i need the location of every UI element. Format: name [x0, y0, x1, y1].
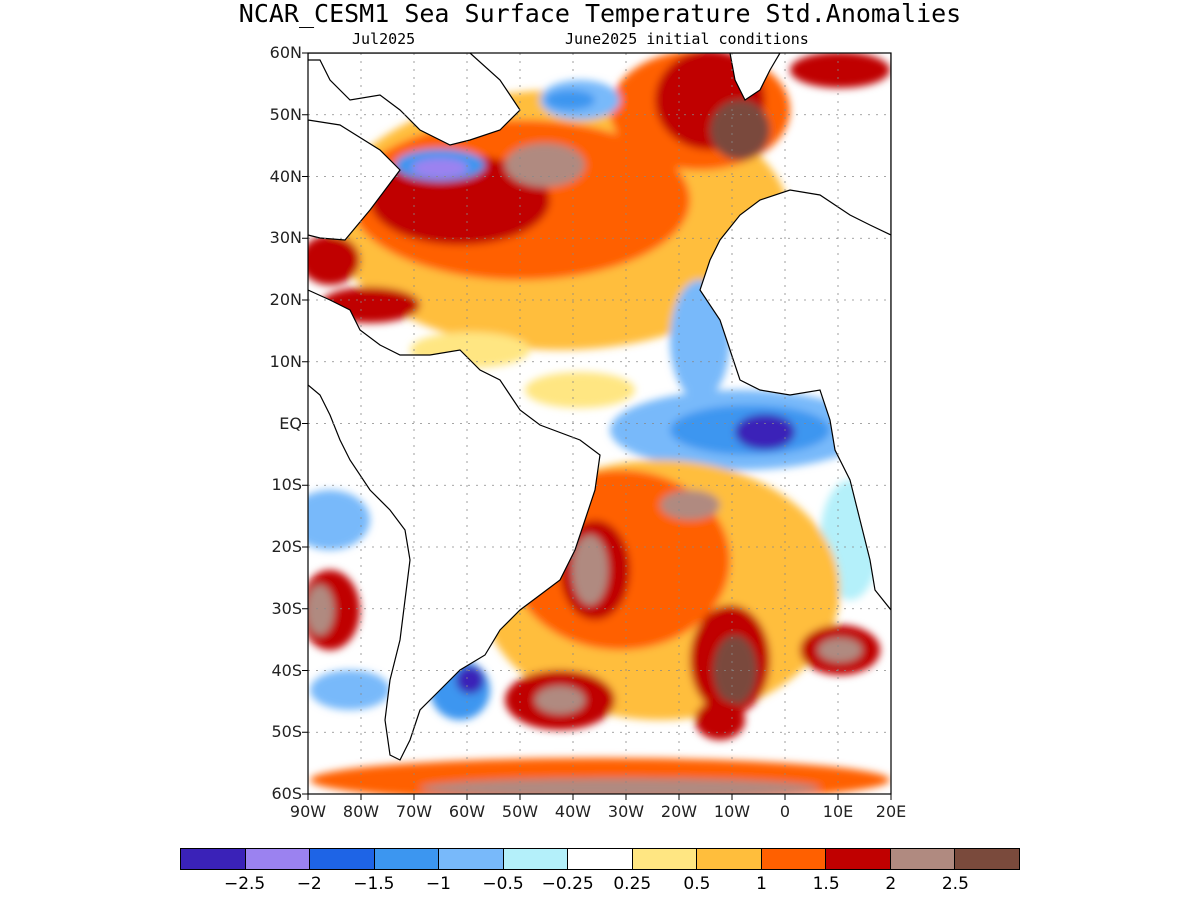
lat-label: 60S: [271, 784, 302, 803]
chart-title: NCAR_CESM1 Sea Surface Temperature Std.A…: [238, 0, 962, 28]
colorbar-swatch: [503, 849, 569, 869]
lat-label: 20S: [271, 537, 302, 556]
land: [308, 53, 891, 761]
lat-label: 30S: [271, 598, 302, 618]
colorbar: [180, 848, 1020, 870]
anomaly-field: [308, 53, 891, 794]
grid-lines: [308, 53, 891, 794]
lat-label: 50N: [269, 104, 302, 124]
lat-label: 10N: [269, 351, 302, 371]
colorbar-swatch: [245, 849, 311, 869]
lat-label: 40S: [271, 660, 302, 680]
lon-label: 0: [779, 802, 791, 821]
colorbar-label: −2: [296, 874, 322, 894]
colorbar-label: −1.5: [353, 874, 395, 894]
colorbar-label: −1: [425, 874, 451, 894]
colorbar-label: 2: [885, 874, 897, 894]
lon-label: 10W: [713, 802, 751, 821]
colorbar-label: 0.5: [683, 874, 711, 894]
colorbar-swatch: [632, 849, 698, 869]
lat-label: 40N: [269, 166, 302, 186]
lon-label: 80W: [342, 802, 380, 821]
colorbar-label: 1.5: [812, 874, 840, 894]
colorbar-swatch: [697, 849, 762, 869]
colorbar-label: 0.25: [613, 874, 652, 894]
colorbar-swatch: [955, 849, 1019, 869]
colorbar-swatch: [374, 849, 440, 869]
lon-label: 20W: [660, 802, 698, 821]
lon-label: 50W: [501, 802, 539, 821]
lon-label: 60W: [448, 802, 486, 821]
colorbar-swatch: [890, 849, 956, 869]
colorbar-label: 2.5: [941, 874, 969, 894]
colorbar-label: 1: [756, 874, 767, 894]
colorbar-label: −2.5: [223, 874, 266, 894]
colorbar-label: −0.5: [482, 874, 524, 894]
axis-ticks: [302, 52, 892, 800]
lon-label: 20E: [875, 802, 907, 821]
lon-label: 40W: [554, 802, 592, 821]
colorbar-swatch: [568, 849, 633, 869]
lon-label: 30W: [607, 802, 645, 821]
lon-label: 90W: [289, 802, 327, 821]
colorbar-swatch: [310, 849, 375, 869]
lat-label: 30N: [269, 228, 302, 248]
colorbar-swatch: [826, 849, 891, 869]
colorbar-label: −0.25: [541, 874, 594, 894]
lat-label: 60N: [269, 43, 302, 62]
colorbar-swatch: [181, 849, 246, 869]
colorbar-swatch: [439, 849, 504, 869]
lon-label: 70W: [395, 802, 433, 821]
lon-label: 10E: [822, 802, 854, 821]
colorbar-swatch: [761, 849, 827, 869]
lat-label: 10S: [271, 475, 302, 495]
lat-label: EQ: [279, 413, 302, 433]
initial-conditions: June2025 initial conditions: [565, 30, 809, 48]
lat-label: 50S: [271, 722, 302, 742]
forecast-month: Jul2025: [352, 30, 416, 48]
lat-label: 20N: [269, 290, 302, 309]
